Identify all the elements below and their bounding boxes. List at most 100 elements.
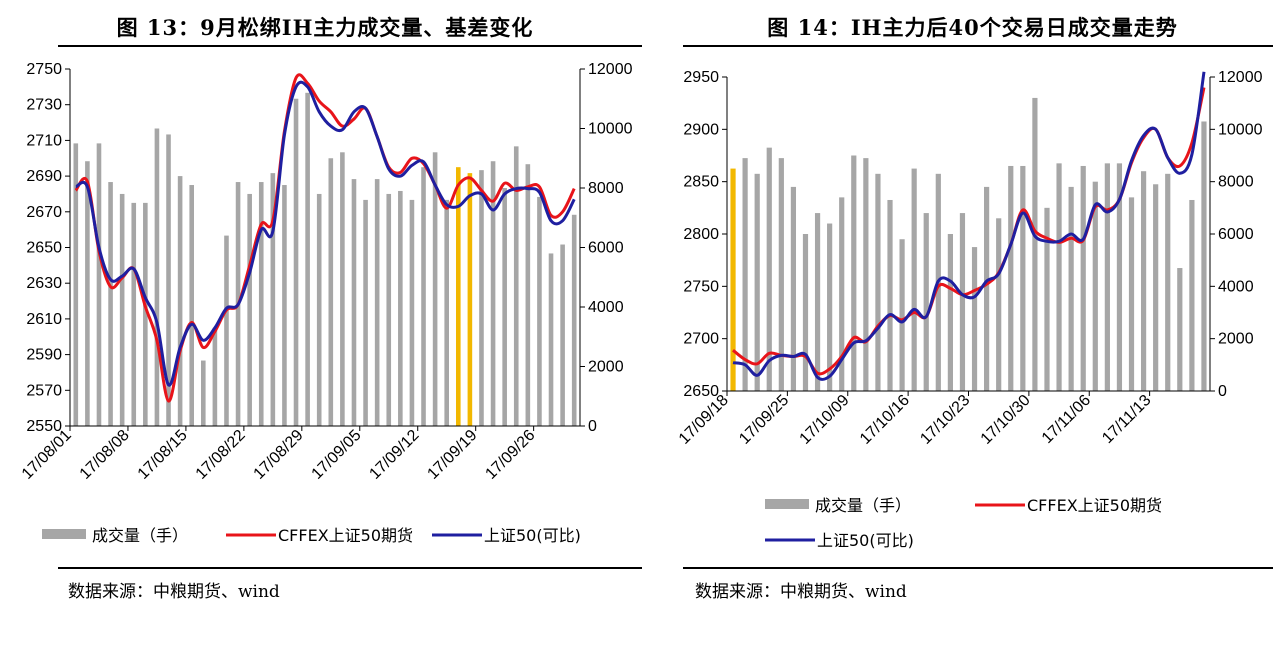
legend-label: 成交量（手） (92, 526, 188, 545)
left-tick-label: 2800 (683, 226, 719, 243)
volume-bar (827, 223, 833, 391)
legend-swatch-bar (765, 499, 809, 509)
volume-bar (421, 167, 426, 426)
right-tick-label: 12000 (1218, 69, 1263, 86)
volume-bar (85, 161, 90, 426)
volume-bar (374, 179, 380, 426)
left-tick-label: 2650 (683, 383, 719, 400)
volume-bar (1128, 197, 1135, 391)
right-tick-label: 0 (1218, 383, 1227, 400)
x-tick-label: 17/08/15 (135, 427, 191, 483)
chart-title: 图 13：9月松绑IH主力成交量、基差变化 (116, 15, 534, 40)
volume-bar (571, 214, 577, 426)
right-tick-label: 10000 (1218, 121, 1263, 138)
volume-bar (247, 193, 252, 426)
volume-bar (293, 98, 299, 426)
left-tick-label: 2630 (26, 275, 62, 292)
volume-bar (996, 218, 1002, 391)
right-tick-label: 2000 (1218, 331, 1254, 348)
volume-bar (971, 247, 978, 391)
right-tick-label: 8000 (588, 180, 624, 197)
volume-bar (525, 164, 531, 426)
left-tick-label: 2550 (26, 418, 62, 435)
volume-bar (270, 173, 276, 427)
x-tick-label: 17/08/22 (193, 427, 249, 483)
volume-bar (947, 234, 953, 391)
volume-bar (316, 193, 322, 426)
volume-bar (1032, 97, 1038, 392)
volume-bar (923, 213, 929, 391)
volume-bar (212, 327, 218, 426)
x-tick-label: 17/08/01 (19, 427, 75, 483)
left-tick-label: 2710 (26, 132, 62, 149)
volume-bar (778, 158, 784, 391)
left-tick-label: 2650 (26, 240, 62, 257)
volume-bar (108, 182, 113, 426)
volume-bar (490, 161, 496, 426)
legend-swatch-bar (42, 529, 86, 539)
volume-bar (409, 199, 415, 426)
left-tick-label: 2730 (26, 97, 62, 114)
left-tick-label: 2950 (683, 69, 719, 86)
left-tick-label: 2590 (26, 347, 62, 364)
volume-bar (1165, 173, 1171, 391)
volume-bar (1104, 163, 1110, 391)
x-tick-label: 17/09/05 (309, 427, 365, 483)
volume-bar (154, 128, 160, 426)
volume-bar (899, 239, 905, 391)
volume-bar (1092, 181, 1098, 391)
x-tick-label: 17/10/23 (917, 392, 973, 448)
volume-bar (305, 92, 310, 427)
right-tick-label: 10000 (588, 121, 633, 138)
volume-bar (189, 185, 194, 426)
volume-bar (131, 202, 137, 427)
volume-bar (548, 253, 554, 426)
volume-bar (363, 199, 368, 426)
right-tick-label: 4000 (1218, 278, 1254, 295)
x-tick-label: 17/11/06 (1039, 392, 1094, 447)
volume-bar (96, 143, 102, 427)
chart-panel-14: 图 14：IH主力后40个交易日成交量走势 2650 2700 2750 2800 28… (665, 0, 1280, 610)
x-tick-label: 17/08/29 (251, 427, 307, 483)
volume-bar (201, 360, 206, 426)
legend-label: CFFEX上证50期货 (1027, 496, 1162, 515)
left-tick-label: 2690 (26, 168, 62, 185)
left-tick-label: 2700 (683, 331, 719, 348)
volume-bar (479, 170, 484, 426)
volume-bar (984, 186, 990, 391)
chart-title: 图 14：IH主力后40个交易日成交量走势 (767, 15, 1178, 40)
legend-label: CFFEX上证50期货 (278, 526, 413, 545)
volume-bar (863, 158, 869, 391)
x-tick-label: 17/11/13 (1099, 392, 1154, 447)
volume-bar (143, 202, 148, 427)
x-tick-label: 17/09/19 (424, 427, 480, 483)
volume-bar (351, 179, 357, 426)
right-tick-label: 2000 (588, 359, 624, 376)
volume-bar (959, 213, 966, 391)
x-tick-label: 17/09/18 (676, 392, 732, 448)
left-tick-label: 2670 (26, 204, 62, 221)
volume-bar (328, 158, 334, 426)
chart-14-svg: 2650 2700 2750 2800 2850 2900 2950 0 2000 4000 600… (676, 69, 1263, 550)
x-tick-label: 17/10/09 (797, 392, 853, 448)
volume-bar (754, 173, 760, 391)
left-tick-label: 2750 (26, 61, 62, 78)
left-tick-label: 2850 (683, 174, 719, 191)
volume-bar (766, 147, 772, 391)
right-tick-label: 6000 (1218, 226, 1254, 243)
volume-bar (911, 168, 917, 391)
volume-bar (1177, 268, 1183, 391)
index-line (75, 80, 576, 387)
chart-13-svg: 2550 2570 2590 2610 2630 2650 2670 2690 2710 2730… (19, 61, 633, 545)
x-tick-label: 17/10/16 (857, 392, 913, 448)
x-tick-label: 17/09/25 (736, 392, 792, 448)
volume-bar (560, 244, 565, 426)
volume-bar (119, 193, 125, 426)
source-rule (58, 567, 642, 569)
volume-bar (851, 155, 857, 391)
right-tick-label: 6000 (588, 240, 624, 257)
source-note: 数据来源：中粮期货、wind (68, 582, 280, 602)
index-line (732, 71, 1206, 381)
volume-bar (1044, 207, 1050, 391)
volume-bar (1189, 199, 1195, 391)
